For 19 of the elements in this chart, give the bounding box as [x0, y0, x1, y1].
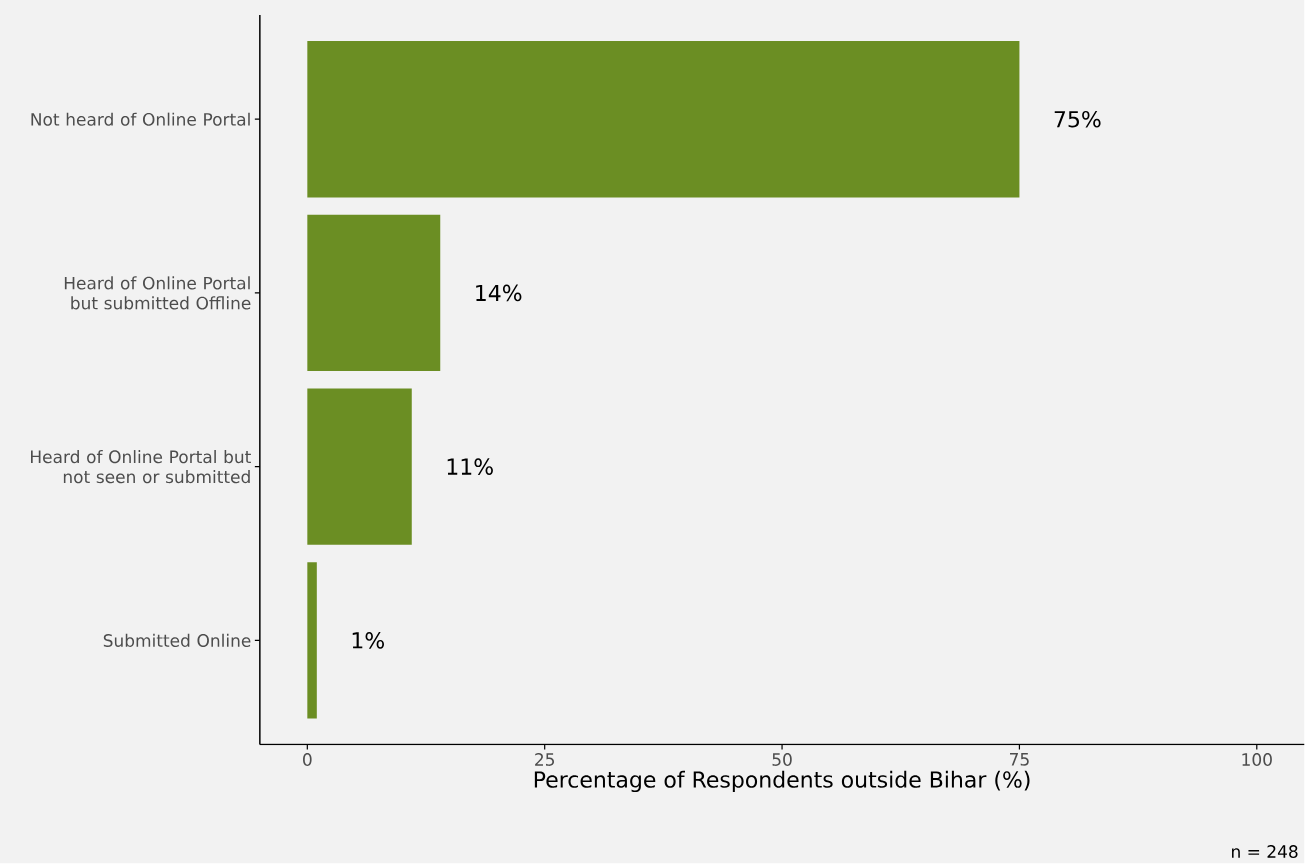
- x-tick-label: 75: [1010, 753, 1029, 766]
- data-label: 75%: [1054, 111, 1101, 128]
- bar: [307, 215, 441, 372]
- y-tick-label: Submitted Online: [103, 634, 251, 648]
- data-label: 14%: [476, 284, 522, 302]
- text: n = 248: [1232, 845, 1298, 859]
- bar: [307, 562, 317, 719]
- x-tick-label: 100: [1242, 753, 1272, 767]
- bar: [307, 388, 412, 546]
- data-label: 11%: [447, 458, 493, 476]
- x-axis-title: Percentage of Respondents outside Bihar (%): [534, 771, 1030, 793]
- bar: [307, 41, 1020, 198]
- x-tick-label: 0: [303, 753, 312, 767]
- x-tick-label: 25: [535, 753, 555, 767]
- x-tick-label: 50: [772, 753, 792, 767]
- y-tick-label: Heard of Online Portal but not seen or submitted: [31, 450, 251, 484]
- data-label: 1%: [352, 632, 385, 649]
- y-tick-label: Not heard of Online Portal: [31, 112, 250, 127]
- y-tick-label: Heard of Online Portal but submitted Offline: [64, 276, 251, 310]
